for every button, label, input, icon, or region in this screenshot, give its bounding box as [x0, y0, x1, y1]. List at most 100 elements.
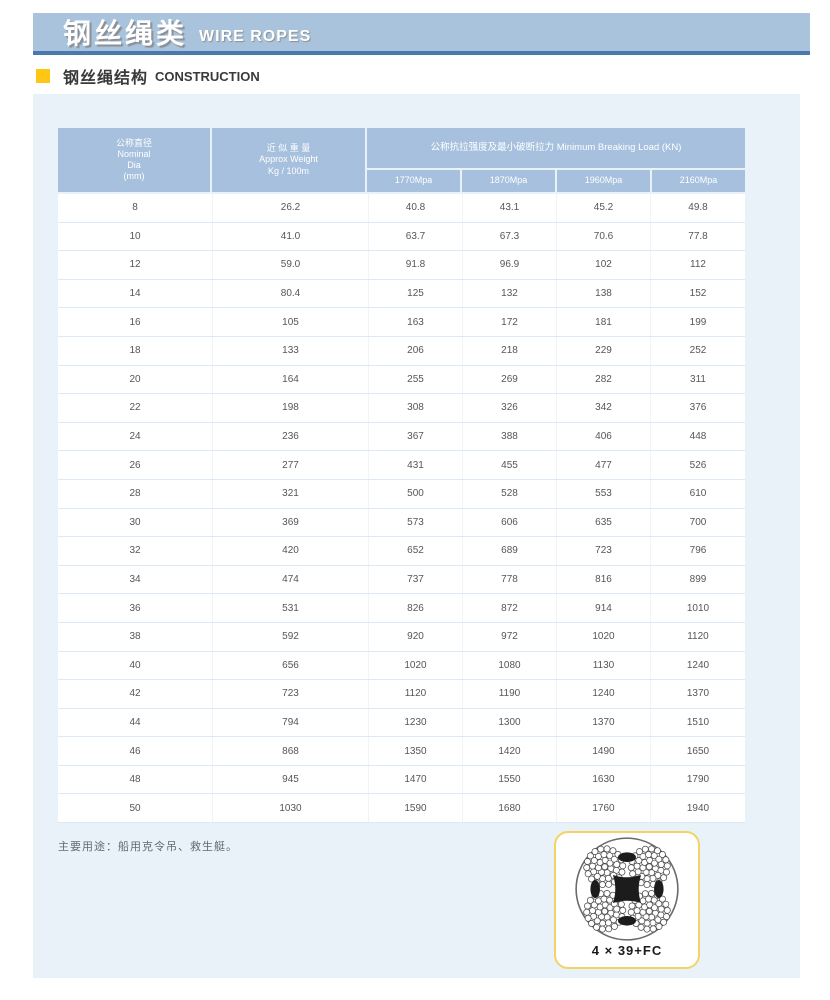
- content-panel: 公称直径 Nominal Dia (mm) 近 似 重 量 Approx Wei…: [33, 94, 800, 978]
- table-cell: 700: [689, 516, 707, 528]
- table-cell: 1020: [557, 622, 651, 651]
- table-cell: 531: [213, 594, 369, 622]
- table-cell: 1470: [369, 765, 463, 794]
- table-cell: 796: [689, 545, 707, 557]
- table-cell: 252: [689, 345, 707, 357]
- table-cell: 26: [58, 451, 213, 479]
- table-cell: 38: [58, 622, 213, 651]
- table-cell: 1240: [686, 659, 710, 671]
- table-cell: 67.3: [463, 222, 557, 251]
- header-line: Dia: [127, 160, 141, 170]
- table-cell: 388: [463, 422, 557, 451]
- table-row: 22 198 308 326 342 376: [58, 394, 745, 423]
- spec-table: 公称直径 Nominal Dia (mm) 近 似 重 量 Approx Wei…: [58, 128, 745, 824]
- table-cell: 816: [557, 565, 651, 594]
- table-cell: 96.9: [463, 251, 557, 279]
- table-row: 42 723 1120 1190 1240 1370: [58, 680, 745, 709]
- header-nominal-dia: 公称直径 Nominal Dia (mm): [58, 128, 210, 192]
- table-cell: 43.1: [463, 194, 557, 222]
- table-cell: 689: [463, 537, 557, 565]
- table-cell: 91.8: [369, 251, 463, 279]
- table-cell: 163: [369, 308, 463, 336]
- table-cell: 46: [58, 737, 213, 765]
- table-cell: 172: [463, 308, 557, 336]
- header-grade-2160: 2160Mpa: [652, 170, 745, 192]
- table-cell: 1350: [369, 737, 463, 765]
- table-cell: 164: [213, 365, 369, 394]
- table-cell: 899: [689, 574, 707, 586]
- table-cell: 125: [369, 279, 463, 308]
- table-cell: 972: [463, 622, 557, 651]
- table-row: 18 133 206 218 229 252: [58, 336, 745, 366]
- table-row: 14 80.4 125 132 138 152: [58, 279, 745, 309]
- table-cell: 914: [557, 594, 651, 622]
- table-cell: 8: [58, 194, 213, 222]
- table-cell: 448: [689, 431, 707, 443]
- table-row: 12 59.0 91.8 96.9 102 112: [58, 251, 745, 280]
- table-cell: 342: [557, 394, 651, 422]
- table-cell: 40: [58, 651, 213, 680]
- table-cell: 80.4: [213, 279, 369, 308]
- table-cell: 477: [557, 451, 651, 479]
- table-cell: 30: [58, 508, 213, 537]
- table-cell: 1550: [463, 765, 557, 794]
- table-cell: 1010: [686, 602, 710, 614]
- table-cell: 652: [369, 537, 463, 565]
- table-cell: 218: [463, 336, 557, 365]
- table-cell: 112: [690, 259, 706, 271]
- table-cell: 610: [689, 488, 707, 500]
- table-cell: 50: [58, 794, 213, 823]
- table-cell: 920: [369, 622, 463, 651]
- table-row: 32 420 652 689 723 796: [58, 537, 745, 566]
- table-cell: 16: [58, 308, 213, 336]
- table-cell: 34: [58, 565, 213, 594]
- table-row: 24 236 367 388 406 448: [58, 422, 745, 452]
- table-cell: 1030: [213, 794, 369, 823]
- table-cell: 1940: [686, 802, 710, 814]
- table-cell: 326: [463, 394, 557, 422]
- table-cell: 308: [369, 394, 463, 422]
- table-cell: 45.2: [557, 194, 651, 222]
- table-cell: 277: [213, 451, 369, 479]
- table-row: 50 1030 1590 1680 1760 1940: [58, 794, 745, 824]
- table-cell: 945: [213, 765, 369, 794]
- section-heading: 钢丝绳结构 CONSTRUCTION: [36, 64, 260, 88]
- table-cell: 206: [369, 336, 463, 365]
- header-line: Kg / 100m: [267, 165, 310, 176]
- table-cell: 59.0: [213, 251, 369, 279]
- table-cell: 255: [369, 365, 463, 394]
- table-cell: 573: [369, 508, 463, 537]
- table-row: 34 474 737 778 816 899: [58, 565, 745, 595]
- table-cell: 635: [557, 508, 651, 537]
- table-cell: 42: [58, 680, 213, 708]
- banner-title-en: WIRE ROPES: [199, 28, 312, 45]
- table-cell: 20: [58, 365, 213, 394]
- table-cell: 1630: [557, 765, 651, 794]
- table-cell: 737: [369, 565, 463, 594]
- section-title-zh: 钢丝绳结构: [63, 70, 149, 87]
- table-cell: 723: [557, 537, 651, 565]
- table-cell: 41.0: [213, 222, 369, 251]
- table-cell: 455: [463, 451, 557, 479]
- header-grade-1870: 1870Mpa: [462, 170, 555, 192]
- usage-note: 主要用途：船用克令吊、救生艇。: [58, 841, 238, 853]
- table-cell: 1120: [687, 631, 709, 643]
- table-cell: 872: [463, 594, 557, 622]
- table-cell: 282: [557, 365, 651, 394]
- rope-construction-label: 4 × 39+FC: [591, 943, 663, 958]
- page-banner: 钢丝绳类 WIRE ROPES: [33, 13, 810, 55]
- table-cell: 528: [463, 479, 557, 508]
- table-cell: 1370: [686, 688, 710, 700]
- header-line: 近 似 重 量: [266, 143, 311, 154]
- table-row: 40 656 1020 1080 1130 1240: [58, 651, 745, 681]
- table-cell: 63.7: [369, 222, 463, 251]
- table-cell: 14: [58, 279, 213, 308]
- table-header: 公称直径 Nominal Dia (mm) 近 似 重 量 Approx Wei…: [58, 128, 745, 192]
- header-line: (mm): [123, 171, 145, 182]
- section-title-en: CONSTRUCTION: [155, 68, 260, 84]
- table-cell: 474: [213, 565, 369, 594]
- table-cell: 1370: [557, 708, 651, 737]
- table-cell: 36: [58, 594, 213, 622]
- table-cell: 181: [557, 308, 651, 336]
